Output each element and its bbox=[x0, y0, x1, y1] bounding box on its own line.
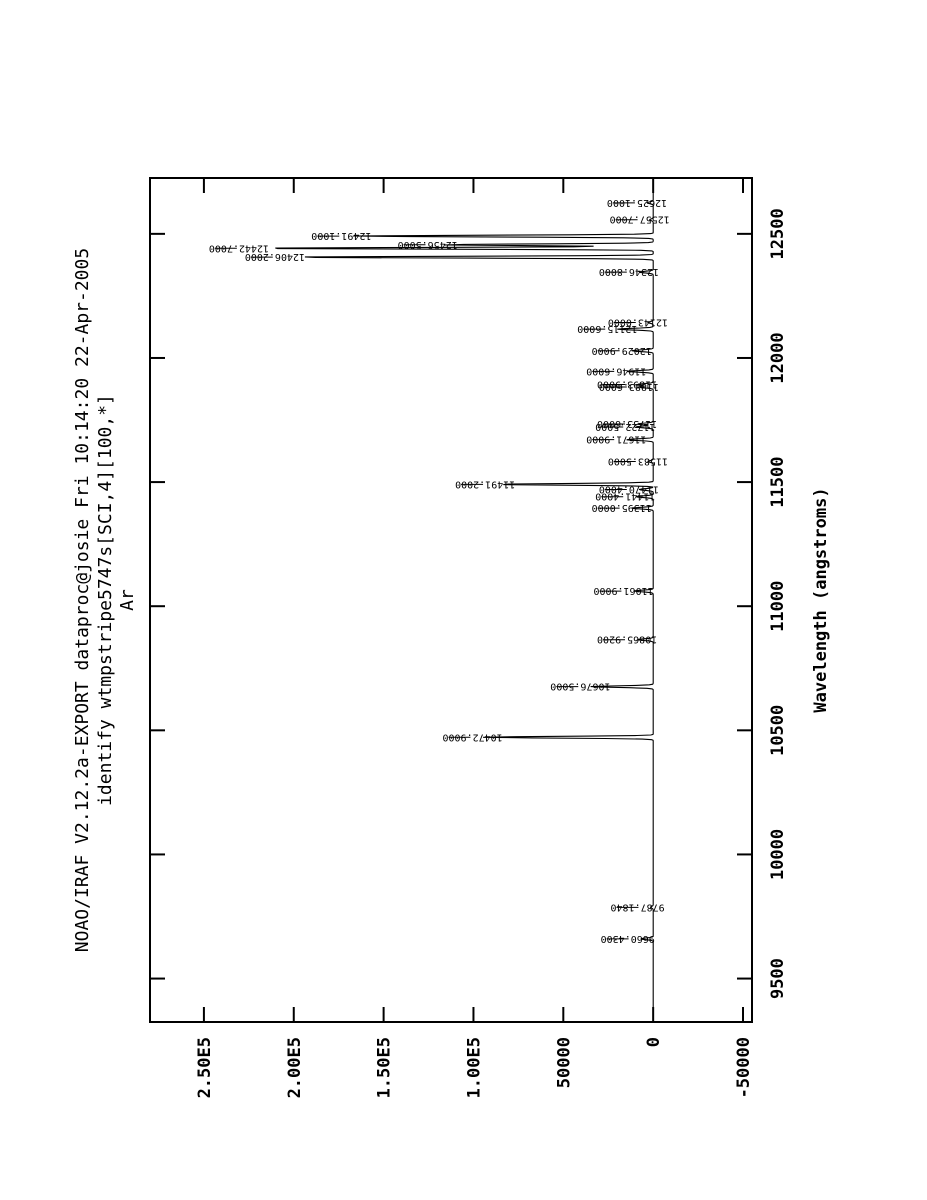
line-id-label: 11061.9000 bbox=[593, 585, 653, 596]
line-id-label: 12557.7000 bbox=[610, 214, 670, 225]
x-axis-label: Wavelength (angstroms) bbox=[811, 487, 831, 712]
line-id-label: 10676.5000 bbox=[550, 681, 610, 692]
header-title: NOAO/IRAF V2.12.2a-EXPORT dataproc@josie… bbox=[72, 248, 93, 952]
spectrum-curve bbox=[275, 179, 654, 1016]
y-tick-label: 1.00E5 bbox=[464, 1037, 484, 1098]
line-id-label: 11946.6000 bbox=[586, 365, 646, 376]
line-id-label: 12115.6000 bbox=[577, 323, 637, 334]
line-id-label: 12346.8000 bbox=[599, 266, 659, 277]
line-id-label: 11441.4000 bbox=[595, 491, 655, 502]
x-axis: 9500 10000 10500 11000 11500 12000 12500 bbox=[150, 208, 788, 999]
x-tick-label: 11500 bbox=[768, 456, 788, 507]
header-subtitle: identify wtmpstripe5747s[SCI,4][100,*] bbox=[95, 394, 116, 806]
line-id-label: 12442.7000 bbox=[209, 242, 269, 253]
header-line-name: Ar bbox=[117, 589, 138, 611]
line-id-label: 9660.4300 bbox=[601, 933, 655, 944]
plot-frame bbox=[149, 177, 753, 1023]
line-id-label: 12406.2000 bbox=[245, 251, 305, 262]
line-id-label: 10472.9000 bbox=[442, 731, 502, 742]
y-tick-label: 2.50E5 bbox=[195, 1037, 215, 1098]
line-id-label: 10865.9200 bbox=[597, 634, 657, 645]
x-tick-label: 10500 bbox=[768, 705, 788, 756]
line-id-label: 12491.1000 bbox=[311, 230, 371, 241]
plot-header: NOAO/IRAF V2.12.2a-EXPORT dataproc@josie… bbox=[72, 248, 138, 952]
y-tick-label: 1.50E5 bbox=[375, 1037, 395, 1098]
y-tick-label: -50000 bbox=[734, 1037, 754, 1098]
spectrum-layer bbox=[275, 179, 654, 1016]
line-id-label: 12143.0000 bbox=[608, 316, 668, 327]
line-id-label: 12625.1000 bbox=[607, 197, 667, 208]
y-tick-label: 50000 bbox=[554, 1037, 574, 1088]
line-id-label: 11722.5000 bbox=[595, 421, 655, 432]
line-id-label: 11583.5000 bbox=[608, 455, 668, 466]
line-id-label: 11491.2000 bbox=[455, 478, 515, 489]
line-id-label: 11470.4000 bbox=[599, 484, 659, 495]
x-tick-label: 11000 bbox=[768, 581, 788, 632]
line-identifications: 9660.4300 9787.1840 10472.9000 10676.5000 10… bbox=[209, 197, 670, 944]
line-id-label: 12029.9000 bbox=[592, 345, 652, 356]
line-id-label: 11883.6000 bbox=[599, 381, 659, 392]
x-tick-label: 10000 bbox=[768, 829, 788, 880]
line-id-label: 11893.9000 bbox=[597, 379, 657, 390]
line-id-label: 9787.1840 bbox=[610, 901, 664, 912]
y-tick-label: 0 bbox=[644, 1037, 664, 1047]
line-id-label: 11733.6000 bbox=[597, 418, 657, 429]
y-tick-label: 2.00E5 bbox=[285, 1037, 305, 1098]
x-tick-label: 9500 bbox=[768, 958, 788, 999]
x-tick-label: 12000 bbox=[768, 332, 788, 383]
x-tick-label: 12500 bbox=[768, 208, 788, 259]
line-id-label: 11671.9000 bbox=[586, 434, 646, 445]
line-id-label: 12456.5000 bbox=[398, 239, 458, 250]
line-id-label: 11395.0000 bbox=[592, 502, 652, 513]
